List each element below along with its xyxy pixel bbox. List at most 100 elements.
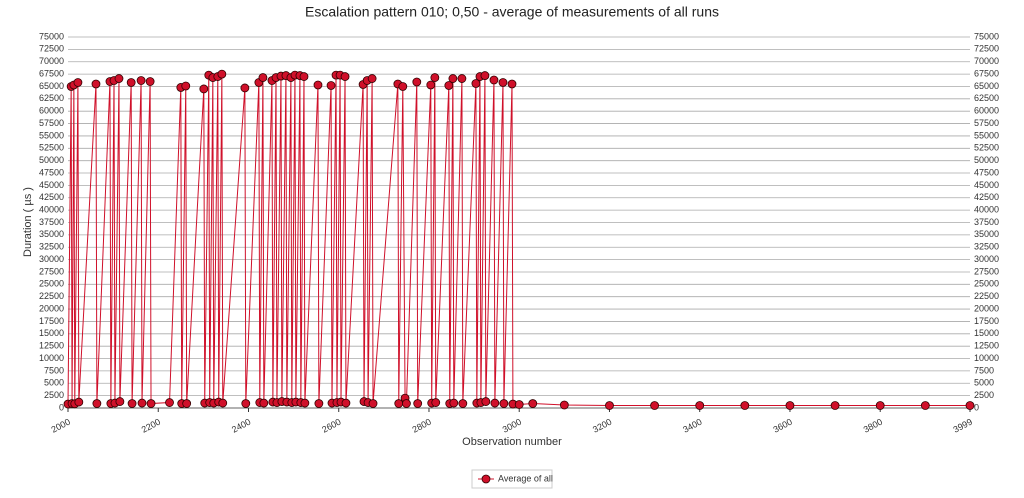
data-point — [240, 83, 250, 93]
data-point — [115, 397, 125, 406]
y2-tick-label: 37500 — [974, 217, 999, 227]
legend-marker — [481, 474, 491, 484]
data-point — [471, 79, 481, 88]
y2-tick-label: 17500 — [974, 316, 999, 326]
data-point — [114, 74, 124, 83]
y-tick-label: 20000 — [39, 303, 64, 313]
y-tick-label: 67500 — [39, 68, 64, 78]
data-point — [489, 75, 499, 85]
data-point — [920, 401, 930, 410]
data-point — [181, 81, 191, 91]
data-point — [498, 78, 508, 87]
y-tick-label: 0 — [59, 402, 64, 412]
data-point — [480, 71, 490, 80]
y2-tick-label: 10000 — [974, 353, 999, 363]
data-point — [91, 79, 101, 89]
y-axis-title: Duration ( µs ) — [22, 187, 34, 257]
data-point — [785, 401, 795, 410]
data-point — [398, 82, 408, 91]
y2-tick-label: 50000 — [974, 155, 999, 165]
y2-tick-label: 70000 — [974, 56, 999, 66]
x-axis-title: Observation number — [462, 436, 562, 448]
data-point — [258, 73, 268, 82]
data-point — [73, 78, 83, 87]
y-tick-label: 42500 — [39, 192, 64, 202]
data-point — [559, 400, 569, 410]
y-tick-label: 2500 — [44, 390, 64, 400]
y-tick-label: 57500 — [39, 118, 64, 128]
data-point — [368, 399, 378, 408]
data-point — [367, 74, 377, 83]
y2-tick-label: 25000 — [974, 279, 999, 289]
y2-tick-label: 62500 — [974, 93, 999, 103]
y-tick-label: 17500 — [39, 316, 64, 326]
y-tick-label: 30000 — [39, 254, 64, 264]
chart-title: Escalation pattern 010; 0,50 - average o… — [305, 4, 719, 20]
data-point — [299, 72, 309, 81]
data-point — [182, 399, 192, 408]
data-point — [457, 74, 467, 83]
x-tick-label: 2800 — [411, 417, 433, 435]
y2-tick-label: 42500 — [974, 192, 999, 202]
y2-tick-label: 5000 — [974, 378, 994, 388]
data-point — [830, 401, 840, 410]
data-point — [326, 81, 336, 90]
data-point — [145, 77, 155, 86]
y-tick-label: 32500 — [39, 242, 64, 252]
data-point — [458, 399, 468, 408]
data-point — [499, 399, 509, 408]
y-tick-label: 75000 — [39, 31, 64, 41]
y-tick-label: 22500 — [39, 291, 64, 301]
data-point — [146, 399, 156, 408]
x-tick-label: 3600 — [772, 417, 794, 435]
y2-tick-label: 20000 — [974, 303, 999, 313]
y-tick-label: 12500 — [39, 341, 64, 351]
x-tick-label: 2000 — [50, 417, 72, 435]
data-point — [431, 398, 441, 407]
x-tick-label: 3800 — [862, 417, 884, 435]
y2-tick-label: 55000 — [974, 130, 999, 140]
y2-tick-label: 45000 — [974, 180, 999, 190]
y2-tick-label: 15000 — [974, 328, 999, 338]
data-point — [340, 72, 350, 81]
x-tick-label: 3999 — [952, 417, 974, 435]
y-tick-label: 52500 — [39, 143, 64, 153]
x-tick-label: 3200 — [591, 417, 613, 435]
data-point — [528, 399, 538, 408]
data-point — [313, 80, 323, 90]
data-point — [875, 401, 885, 410]
data-point — [412, 77, 422, 87]
data-point — [514, 400, 524, 409]
y2-tick-label: 57500 — [974, 118, 999, 128]
y2-tick-label: 60000 — [974, 106, 999, 116]
data-point — [650, 401, 659, 410]
legend-label: Average of all — [498, 473, 553, 483]
data-point — [605, 401, 614, 410]
y-tick-label: 47500 — [39, 167, 64, 177]
y2-tick-label: 40000 — [974, 205, 999, 215]
data-point — [300, 398, 310, 408]
y-tick-label: 70000 — [39, 56, 64, 66]
data-point — [490, 398, 500, 408]
data-point — [136, 76, 146, 85]
x-tick-label: 3400 — [681, 417, 703, 435]
data-point — [444, 81, 454, 90]
y2-tick-label: 52500 — [974, 143, 999, 153]
data-point — [402, 399, 411, 408]
y-tick-label: 62500 — [39, 93, 64, 103]
y2-tick-label: 12500 — [974, 341, 999, 351]
y-tick-label: 72500 — [39, 44, 64, 54]
y-tick-label: 45000 — [39, 180, 64, 190]
data-point — [430, 73, 440, 82]
y2-tick-label: 75000 — [974, 31, 999, 41]
y-tick-label: 65000 — [39, 81, 64, 91]
data-point — [127, 399, 137, 408]
y2-tick-label: 32500 — [974, 242, 999, 252]
data-point — [137, 398, 147, 408]
y2-tick-label: 65000 — [974, 81, 999, 91]
data-point — [426, 80, 436, 90]
y-tick-label: 40000 — [39, 205, 64, 215]
data-point — [341, 398, 351, 408]
y2-tick-label: 35000 — [974, 229, 999, 239]
